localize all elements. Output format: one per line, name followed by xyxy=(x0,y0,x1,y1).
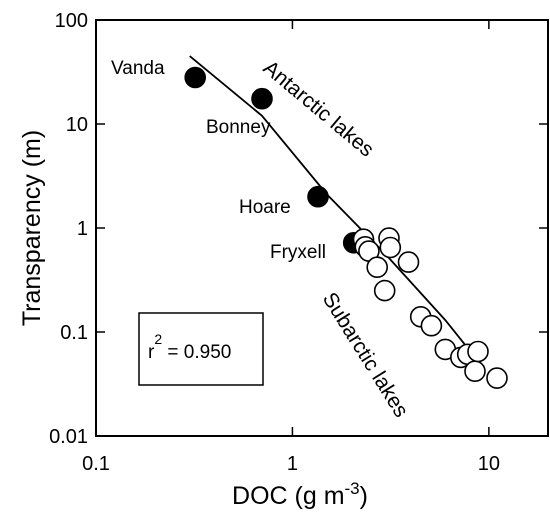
point-label-hoare: Hoare xyxy=(239,197,291,218)
y-tick-label: 100 xyxy=(55,10,88,32)
data-point-subarctic xyxy=(373,279,396,302)
x-tick-label: 0.1 xyxy=(82,453,110,475)
data-point-subarctic xyxy=(366,256,389,279)
data-point-antarctic xyxy=(184,66,206,89)
data-point-subarctic xyxy=(379,236,402,259)
x-tick-label: 10 xyxy=(478,453,500,475)
group-label-antarctic: Antarctic lakes xyxy=(259,56,378,161)
y-tick-label: 0.1 xyxy=(60,322,88,344)
point-label-vanda: Vanda xyxy=(111,58,165,79)
points-layer xyxy=(184,66,508,389)
point-label-bonney: Bonney xyxy=(206,117,271,138)
fit-line-layer xyxy=(189,55,486,370)
r2-box-frame xyxy=(138,312,264,386)
r2-prefix: r xyxy=(148,342,155,363)
x-tick-label: 1 xyxy=(287,453,298,475)
data-point-subarctic xyxy=(420,314,443,337)
data-point-subarctic xyxy=(467,340,489,363)
data-point-antarctic xyxy=(251,87,273,110)
point-label-fryxell: Fryxell xyxy=(270,242,326,263)
data-point-antarctic xyxy=(307,185,329,208)
r2-text: r2 = 0.950 xyxy=(148,331,231,363)
r2-exponent: 2 xyxy=(154,331,162,347)
y-tick-label: 10 xyxy=(66,114,88,136)
x-axis-title-close: ) xyxy=(360,482,368,510)
r2-value: = 0.950 xyxy=(162,342,231,363)
data-point-subarctic xyxy=(397,251,420,273)
y-axis-title: Transparency (m) xyxy=(18,130,46,326)
x-axis-title-base: DOC (g m xyxy=(232,482,345,510)
data-point-subarctic xyxy=(464,360,486,383)
y-tick-label: 0.01 xyxy=(49,426,88,448)
regression-fit-line xyxy=(189,55,486,370)
ticks-layer: 0.1 1 10 0.01 0.1 1 10 100 xyxy=(49,10,548,475)
x-axis-title: DOC (g m-3) xyxy=(232,479,368,510)
r2-annotation: r2 = 0.950 xyxy=(138,312,264,386)
data-point-subarctic xyxy=(486,367,508,389)
group-label-subarctic: Subarctic lakes xyxy=(318,288,413,421)
x-axis-title-exp: -3 xyxy=(345,479,360,498)
y-tick-label: 1 xyxy=(77,218,88,240)
